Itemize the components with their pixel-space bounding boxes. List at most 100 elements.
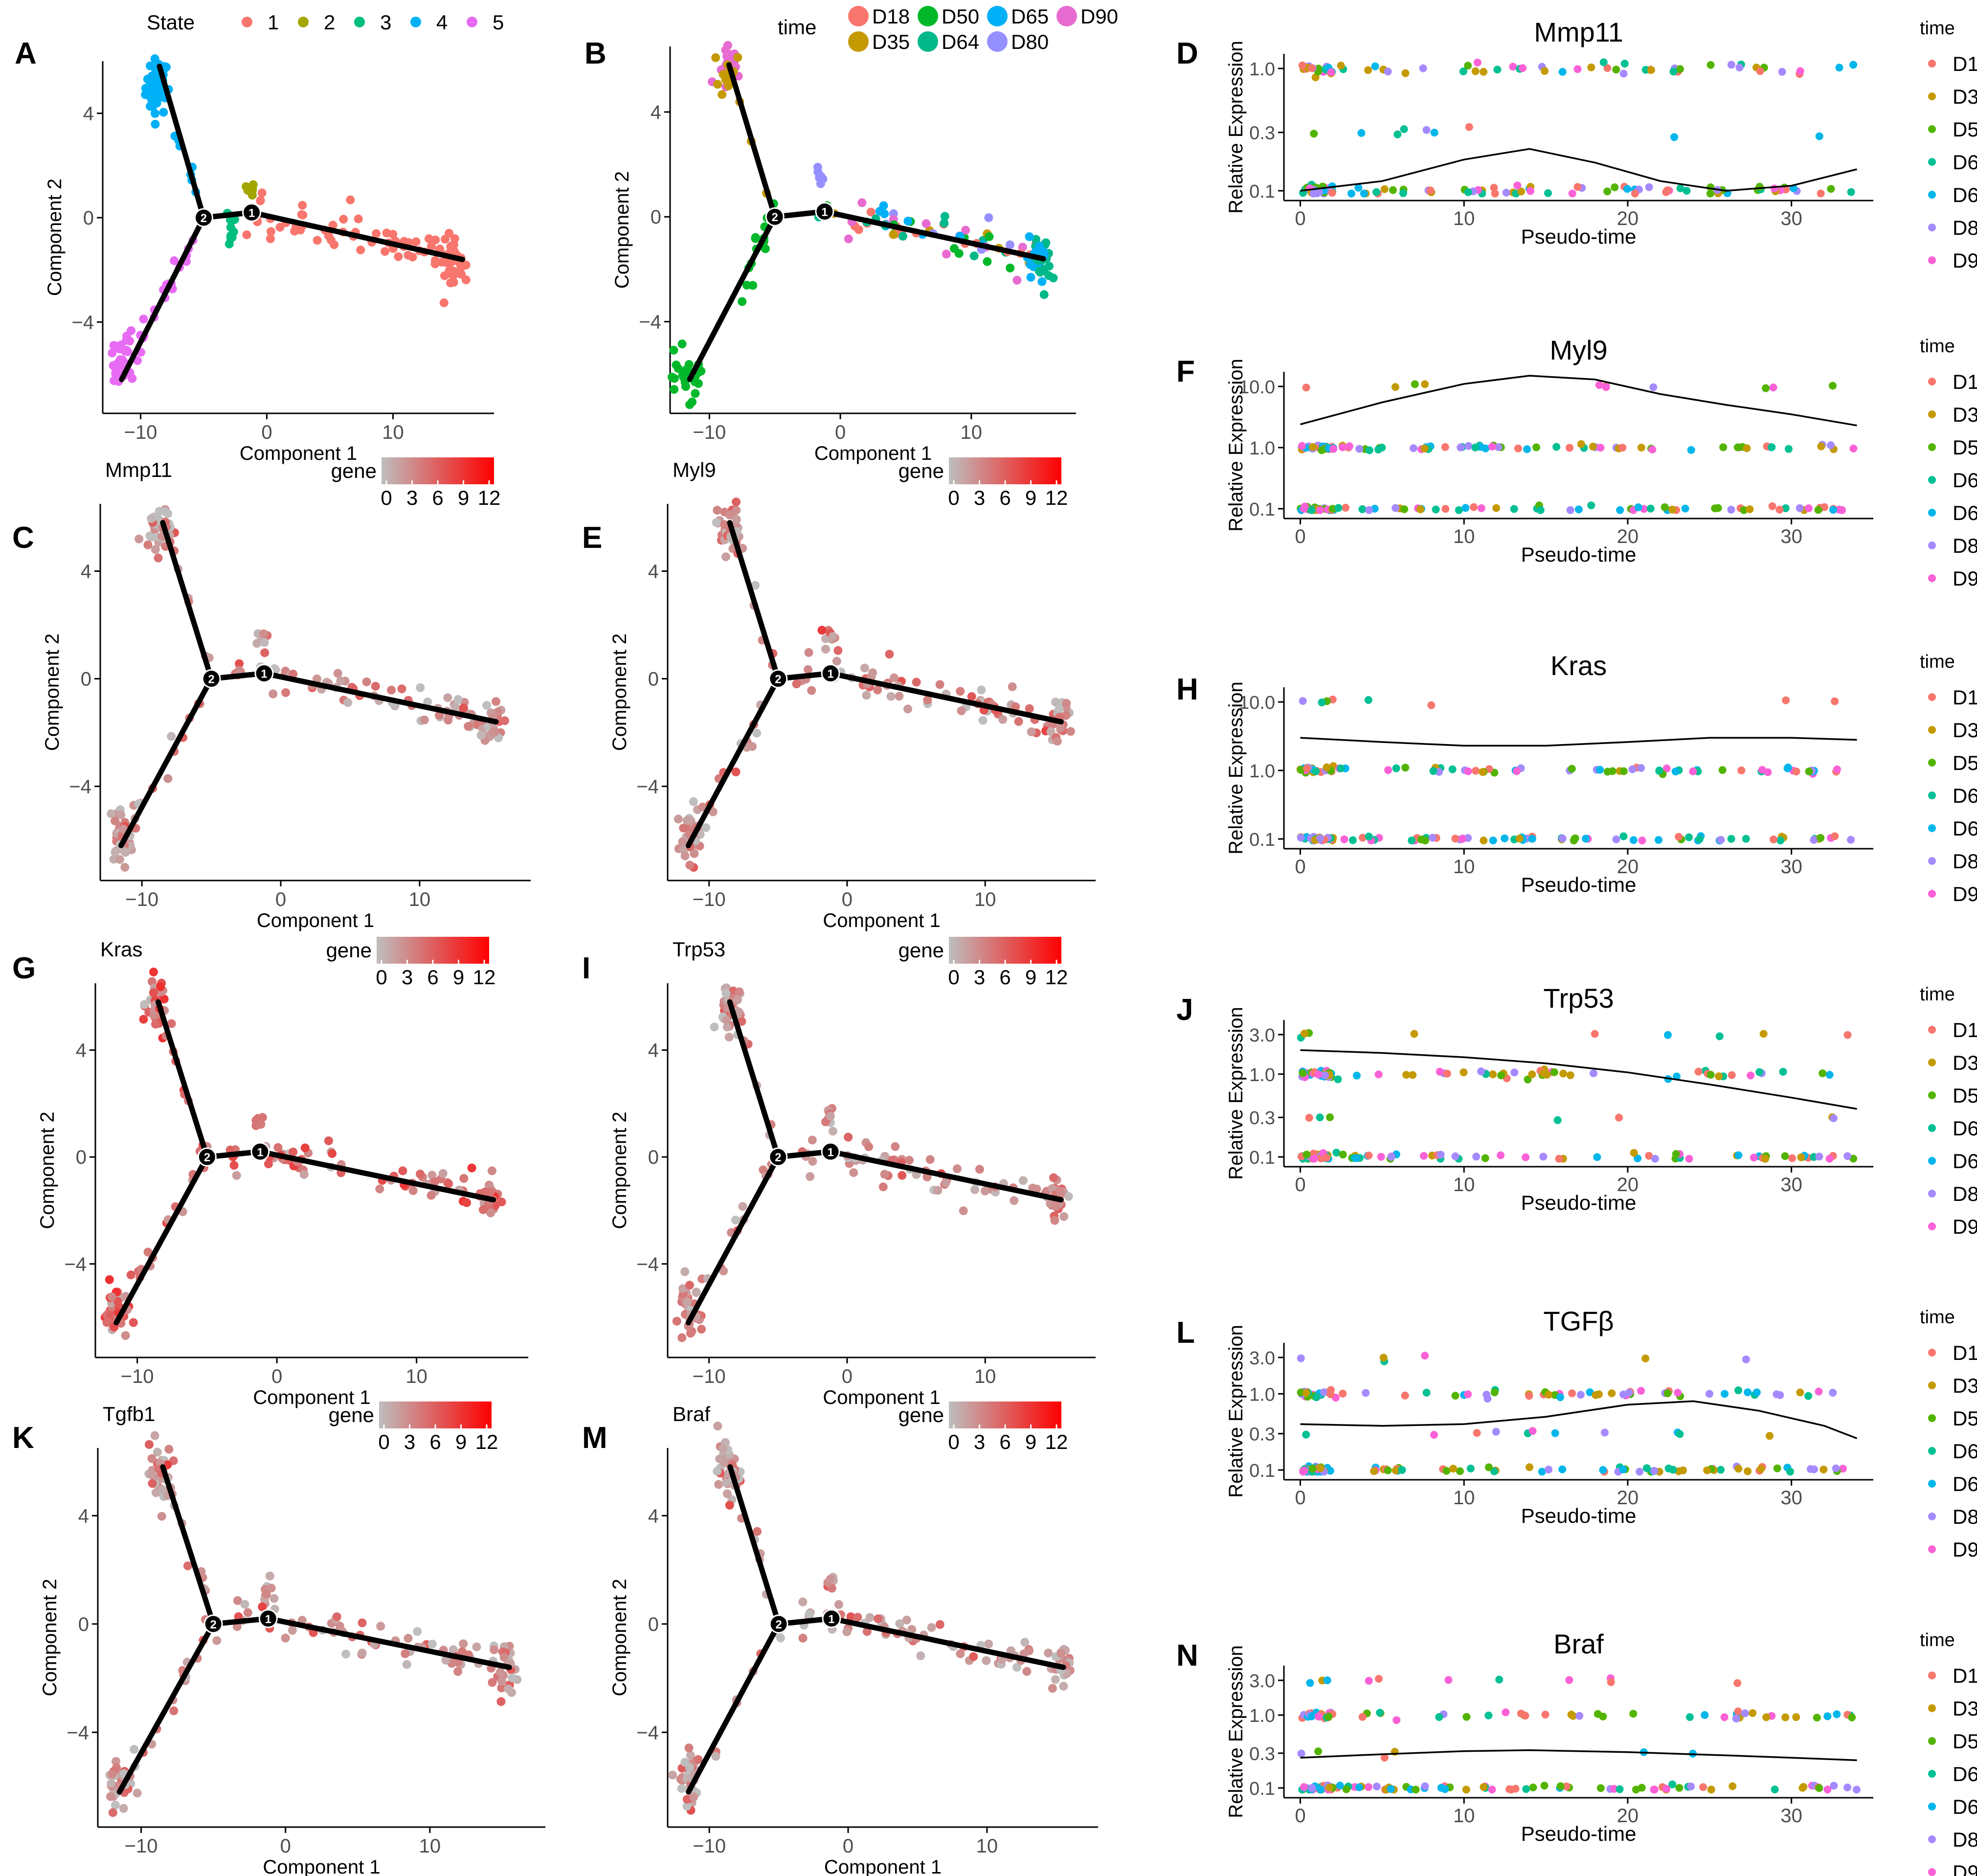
legend-swatch xyxy=(1928,1414,1936,1422)
cell-point xyxy=(170,256,179,265)
cell-point xyxy=(120,847,129,856)
cell-point xyxy=(1316,834,1325,842)
cell-point xyxy=(265,1571,274,1581)
cell-point xyxy=(1832,1464,1840,1472)
x-tick-label: 20 xyxy=(1617,1174,1639,1196)
cell-point xyxy=(1464,767,1472,775)
cell-point xyxy=(1734,1465,1743,1473)
cell-point xyxy=(1734,1386,1743,1395)
cell-point xyxy=(1528,1070,1536,1079)
cell-point xyxy=(1495,1675,1504,1684)
cell-point xyxy=(267,1583,276,1593)
legend-entry: D90 xyxy=(1953,567,1977,590)
cell-point xyxy=(1448,765,1457,773)
cell-point xyxy=(127,326,136,335)
legend-entry: D35 xyxy=(1953,403,1977,426)
cell-point xyxy=(1607,1678,1615,1686)
cell-point xyxy=(446,242,455,251)
cell-point xyxy=(212,1636,222,1645)
cell-point xyxy=(731,767,741,776)
y-tick-label: 0.1 xyxy=(1249,181,1275,202)
cell-point xyxy=(1303,764,1311,772)
cell-point xyxy=(1740,506,1748,514)
cell-point xyxy=(496,1697,506,1706)
cell-point xyxy=(480,1187,490,1197)
cell-point xyxy=(1490,1467,1498,1475)
chart-title: Trp53 xyxy=(1543,983,1614,1014)
cell-point xyxy=(1541,1710,1550,1718)
x-axis-title: Component 1 xyxy=(240,443,357,464)
cell-point xyxy=(1022,1667,1032,1676)
cell-point xyxy=(1526,187,1534,195)
cell-point xyxy=(1014,717,1023,726)
cell-point xyxy=(256,196,265,205)
colorbar-tick-label: 12 xyxy=(478,486,501,509)
cell-point xyxy=(1510,505,1518,513)
legend-entry: D50 xyxy=(942,5,979,28)
cell-point xyxy=(732,515,741,524)
cell-point xyxy=(1437,1151,1445,1159)
cell-point xyxy=(298,201,307,210)
cell-point xyxy=(1595,1390,1603,1399)
cell-point xyxy=(1825,1154,1834,1163)
cell-point xyxy=(689,797,698,806)
cell-point xyxy=(680,851,690,860)
cell-point xyxy=(1558,1465,1567,1473)
data-points xyxy=(100,968,506,1340)
y-axis-title: Relative Expression xyxy=(1225,1007,1247,1180)
cell-point xyxy=(1032,235,1041,244)
cell-point xyxy=(1497,1151,1505,1159)
cell-point xyxy=(1462,1786,1470,1794)
cell-point xyxy=(952,1164,962,1174)
cell-point xyxy=(1337,62,1345,70)
legend-swatch xyxy=(1928,92,1936,100)
cell-point xyxy=(1788,1154,1797,1162)
cell-point xyxy=(1528,835,1536,843)
cell-point xyxy=(834,1600,843,1609)
cell-point xyxy=(1650,1786,1658,1794)
panel-label-B: B xyxy=(584,37,607,70)
cell-point xyxy=(1465,123,1473,131)
cell-point xyxy=(123,347,133,356)
legend-entry: D90 xyxy=(1953,249,1977,272)
cell-point xyxy=(1044,1649,1053,1658)
cell-point xyxy=(1422,1388,1431,1397)
branch-node-label: 1 xyxy=(257,1146,263,1159)
cell-point xyxy=(1852,1786,1861,1794)
cell-point xyxy=(685,400,695,409)
cell-point xyxy=(747,742,757,751)
cell-point xyxy=(1587,501,1595,510)
cell-point xyxy=(1464,188,1472,196)
cell-point xyxy=(408,1186,418,1196)
cell-point xyxy=(1735,63,1744,71)
y-axis-title: Relative Expression xyxy=(1225,1645,1247,1818)
panel-L: 0 10 20 30 0.1 0.3 1.0 3.0 TGFβ Pseudo-time Relati… xyxy=(1225,1306,1977,1561)
x-tick-label: 20 xyxy=(1617,1805,1639,1827)
cell-point xyxy=(1012,1663,1021,1672)
cell-point xyxy=(1402,1071,1411,1079)
legend-entry: 5 xyxy=(493,11,504,34)
cell-point xyxy=(1650,1467,1659,1475)
x-tick-label: 20 xyxy=(1617,1487,1639,1509)
cell-point xyxy=(242,230,251,239)
cell-point xyxy=(1459,68,1467,76)
cell-point xyxy=(499,1652,509,1662)
trajectory-edge xyxy=(116,1621,216,1795)
cell-point xyxy=(1645,1152,1653,1160)
trajectory-edge xyxy=(118,676,214,848)
cell-point xyxy=(1742,835,1750,843)
cell-point xyxy=(1835,64,1843,72)
cell-point xyxy=(1524,1075,1532,1084)
cell-point xyxy=(678,837,687,846)
data-points xyxy=(1297,1352,1847,1476)
cell-point xyxy=(889,673,899,682)
branch-node xyxy=(254,664,274,683)
y-tick-label: 1.0 xyxy=(1249,1384,1275,1405)
cell-point xyxy=(1472,767,1480,775)
cell-point xyxy=(1762,1713,1771,1721)
cell-point xyxy=(1417,836,1426,844)
x-axis-title: Pseudo-time xyxy=(1521,543,1637,566)
cell-point xyxy=(1637,443,1645,452)
cell-point xyxy=(1027,727,1036,737)
